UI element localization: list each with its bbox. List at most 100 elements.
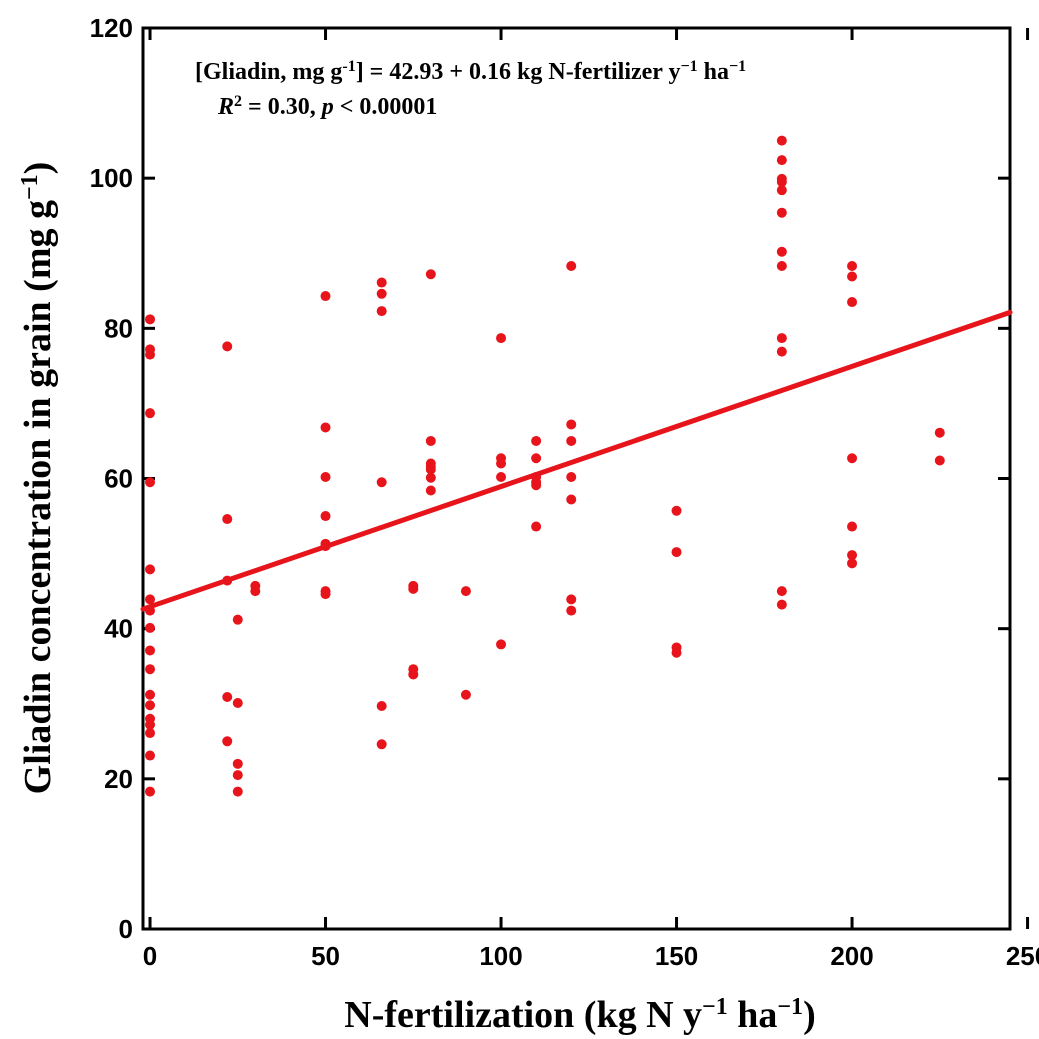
axis-tick-labels: 0 50 100 150 200 250 0 20 40 60 80 100 120 [90, 13, 1039, 971]
data-point [566, 261, 577, 272]
data-point [425, 485, 436, 496]
data-point [671, 547, 682, 558]
data-point [145, 564, 156, 575]
data-point [776, 333, 787, 344]
y-tick-label: 20 [104, 764, 133, 794]
data-point [776, 261, 787, 272]
data-point [460, 586, 471, 597]
x-tick-label: 200 [830, 941, 873, 971]
data-point [145, 719, 156, 730]
data-point [776, 586, 787, 597]
data-points [145, 135, 945, 797]
data-point [222, 736, 233, 747]
data-point [376, 277, 387, 288]
x-tick-label: 50 [311, 941, 340, 971]
data-point [496, 458, 507, 469]
data-point [145, 689, 156, 700]
y-tick-label: 60 [104, 464, 133, 494]
y-tick-label: 120 [90, 13, 133, 43]
data-point [222, 575, 233, 586]
data-point [232, 786, 243, 797]
data-point [222, 514, 233, 525]
data-point [376, 288, 387, 299]
data-point [376, 306, 387, 317]
data-point [408, 583, 419, 594]
data-point [145, 622, 156, 633]
data-point [145, 408, 156, 419]
data-point [671, 505, 682, 516]
x-tick-label: 150 [655, 941, 698, 971]
data-point [776, 346, 787, 357]
data-point [425, 472, 436, 483]
data-point [232, 758, 243, 769]
data-point [232, 770, 243, 781]
equation-text: [Gliadin, mg g-1] = 42.93 + 0.16 kg N-fe… [195, 58, 746, 86]
plot-frame [141, 26, 1012, 931]
data-point [776, 185, 787, 196]
data-point [531, 480, 542, 491]
data-point [776, 176, 787, 187]
data-point [145, 750, 156, 761]
y-tick-label: 100 [90, 163, 133, 193]
y-tick-label: 40 [104, 614, 133, 644]
y-tick-label: 0 [119, 914, 133, 944]
data-point [496, 639, 507, 650]
data-point [145, 786, 156, 797]
y-axis-title: Gliadin concentration in grain (mg g−1) [17, 162, 59, 795]
x-axis-title: N-fertilization (kg N y−1 ha−1) [344, 994, 815, 1036]
data-point [847, 550, 858, 561]
data-point [425, 435, 436, 446]
data-point [934, 455, 945, 466]
data-point [145, 664, 156, 675]
data-point [776, 135, 787, 146]
data-point [232, 697, 243, 708]
data-point [776, 207, 787, 218]
data-point [145, 645, 156, 656]
data-point [145, 477, 156, 488]
data-point [222, 691, 233, 702]
regression-line [140, 309, 1013, 612]
data-point [566, 594, 577, 605]
data-point [145, 700, 156, 711]
data-point [460, 689, 471, 700]
data-point [376, 739, 387, 750]
x-tick-label: 250 [1006, 941, 1039, 971]
data-point [320, 471, 331, 482]
data-point [566, 494, 577, 505]
data-point [847, 558, 858, 569]
data-point [531, 435, 542, 446]
x-tick-label: 100 [479, 941, 522, 971]
data-point [376, 477, 387, 488]
data-point [145, 349, 156, 360]
data-point [934, 427, 945, 438]
data-point [847, 297, 858, 308]
data-point [776, 155, 787, 166]
data-point [776, 599, 787, 610]
data-point [145, 314, 156, 325]
data-point [408, 669, 419, 680]
data-point [320, 541, 331, 552]
data-point [671, 647, 682, 658]
data-point [320, 422, 331, 433]
data-point [566, 471, 577, 482]
data-point [145, 605, 156, 616]
data-point [222, 341, 233, 352]
data-point [320, 589, 331, 600]
data-point [847, 453, 858, 464]
data-point [425, 269, 436, 280]
data-point [145, 594, 156, 605]
data-point [847, 261, 858, 272]
data-point [847, 271, 858, 282]
data-point [376, 701, 387, 712]
x-tick-label: 0 [143, 941, 157, 971]
y-tick-label: 80 [104, 313, 133, 343]
data-point [847, 521, 858, 532]
data-point [425, 464, 436, 475]
data-point [531, 521, 542, 532]
data-point [531, 453, 542, 464]
data-point [496, 471, 507, 482]
data-point [232, 614, 243, 625]
data-point [145, 728, 156, 739]
data-point [776, 246, 787, 257]
